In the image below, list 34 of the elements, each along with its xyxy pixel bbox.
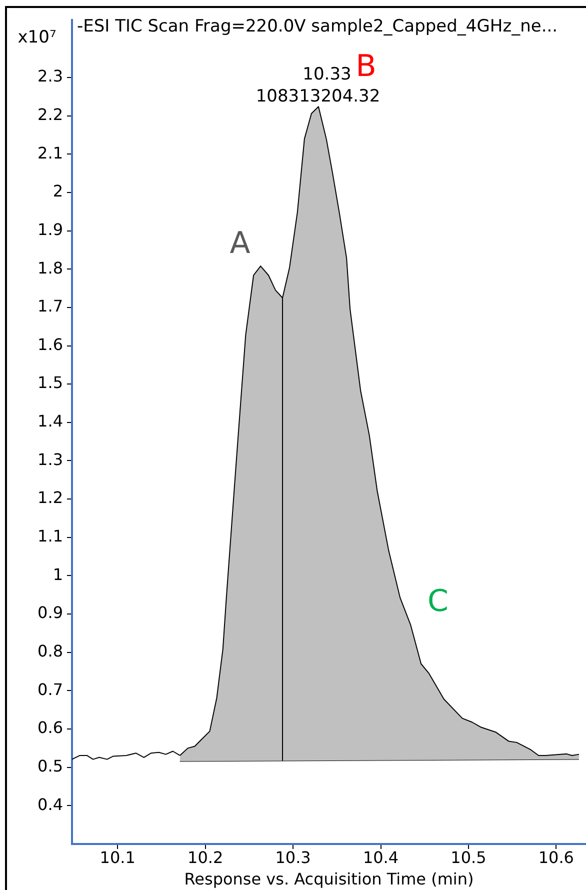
- y-tick-label: 1.6: [38, 334, 63, 354]
- annotation: B: [356, 48, 376, 84]
- annotation: 108313204.32: [256, 86, 380, 106]
- y-tick-label: 0.5: [38, 756, 63, 776]
- y-tick-label: 0.6: [38, 718, 63, 738]
- x-tick-label: 10.1: [100, 848, 136, 867]
- chart-title: -ESI TIC Scan Frag=220.0V sample2_Capped_4GHz_ne...: [77, 16, 558, 36]
- y-tick-label: 1.9: [38, 220, 63, 239]
- y-tick-label: 1.7: [38, 296, 63, 316]
- y-tick-label: 1.1: [38, 526, 63, 546]
- y-tick-label: 1.4: [38, 412, 63, 431]
- y-tick-label: 1.8: [38, 258, 63, 278]
- y-tick-label: 2.3: [38, 66, 63, 86]
- y-tick-label: 0.8: [38, 642, 63, 661]
- y-tick-label: 1.3: [38, 450, 63, 469]
- y-axis-title: x10⁷: [18, 27, 56, 48]
- y-tick-label: 2.1: [38, 143, 63, 162]
- y-tick-label: 2: [52, 182, 63, 201]
- annotation: C: [428, 584, 448, 619]
- x-axis-title: Response vs. Acquisition Time (min): [184, 870, 474, 889]
- annotation: 10.33: [302, 64, 352, 84]
- x-tick-label: 10.4: [362, 848, 399, 867]
- y-tick-label: 0.7: [38, 680, 63, 699]
- x-tick-label: 10.6: [538, 848, 574, 867]
- y-tick-label: 0.4: [38, 794, 63, 814]
- x-tick-label: 10.2: [188, 848, 224, 867]
- y-tick-label: 1: [52, 564, 63, 584]
- y-tick-label: 2.2: [38, 104, 63, 124]
- y-tick-label: 0.9: [38, 603, 63, 622]
- annotation: A: [230, 226, 251, 261]
- y-tick-label: 1.5: [38, 373, 63, 392]
- x-tick-label: 10.3: [275, 848, 311, 867]
- y-tick-label: 1.2: [38, 488, 63, 508]
- x-tick-label: 10.5: [450, 848, 486, 867]
